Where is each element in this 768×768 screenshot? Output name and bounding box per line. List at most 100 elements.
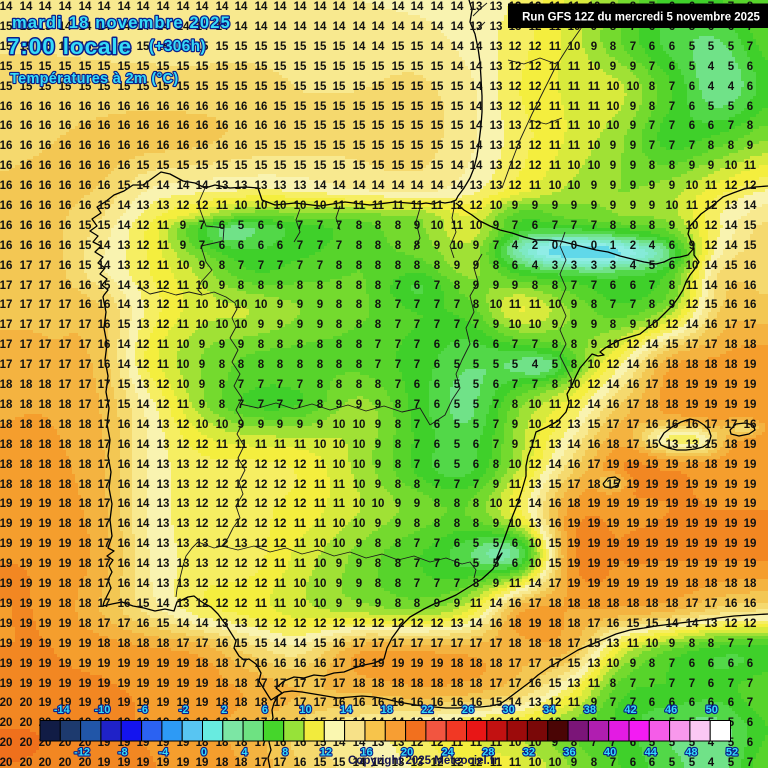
svg-text:20: 20 (0, 697, 12, 709)
svg-text:17: 17 (39, 319, 52, 331)
svg-text:10: 10 (529, 538, 542, 550)
svg-text:6: 6 (747, 61, 753, 73)
svg-text:5: 5 (728, 757, 735, 768)
svg-text:13: 13 (177, 598, 190, 610)
svg-text:17: 17 (98, 558, 111, 570)
svg-text:19: 19 (20, 578, 33, 590)
svg-text:10: 10 (353, 479, 366, 491)
svg-text:7: 7 (649, 678, 655, 690)
svg-text:10: 10 (216, 319, 229, 331)
svg-text:12: 12 (235, 518, 248, 530)
svg-text:-2: -2 (179, 704, 189, 716)
svg-text:12: 12 (255, 618, 268, 630)
svg-text:8: 8 (552, 339, 559, 351)
svg-text:13: 13 (216, 180, 229, 192)
svg-text:16: 16 (431, 697, 444, 709)
svg-text:18: 18 (490, 658, 503, 670)
svg-text:17: 17 (411, 638, 424, 650)
svg-text:15: 15 (294, 120, 307, 132)
svg-text:9: 9 (356, 598, 362, 610)
svg-text:18: 18 (353, 658, 366, 670)
svg-text:11: 11 (157, 359, 170, 371)
svg-text:12: 12 (255, 518, 268, 530)
svg-text:11: 11 (588, 678, 601, 690)
svg-text:16: 16 (118, 419, 131, 431)
svg-text:17: 17 (177, 638, 190, 650)
svg-text:7: 7 (728, 120, 734, 132)
svg-text:18: 18 (39, 459, 52, 471)
svg-text:11: 11 (314, 479, 327, 491)
svg-text:15: 15 (98, 200, 111, 212)
svg-text:8: 8 (728, 140, 735, 152)
svg-text:18: 18 (353, 678, 366, 690)
svg-text:15: 15 (314, 140, 327, 152)
svg-text:8: 8 (395, 260, 402, 272)
svg-text:19: 19 (568, 558, 581, 570)
svg-text:5: 5 (454, 419, 461, 431)
svg-text:16: 16 (725, 280, 738, 292)
svg-text:16: 16 (177, 120, 190, 132)
svg-text:12: 12 (372, 618, 385, 630)
svg-text:16: 16 (79, 200, 92, 212)
svg-text:12: 12 (177, 419, 190, 431)
svg-text:6: 6 (512, 558, 518, 570)
svg-text:9: 9 (552, 737, 558, 749)
svg-text:8: 8 (356, 260, 363, 272)
svg-text:15: 15 (98, 41, 111, 53)
svg-text:11: 11 (627, 638, 640, 650)
svg-text:19: 19 (744, 538, 757, 550)
svg-text:17: 17 (98, 578, 111, 590)
svg-text:7: 7 (258, 260, 264, 272)
svg-text:17: 17 (98, 498, 111, 510)
svg-text:19: 19 (744, 479, 757, 491)
svg-text:12: 12 (274, 618, 287, 630)
svg-text:8: 8 (473, 498, 480, 510)
svg-text:16: 16 (411, 697, 424, 709)
svg-text:-10: -10 (94, 704, 110, 716)
svg-text:18: 18 (470, 678, 483, 690)
svg-text:9: 9 (375, 439, 381, 451)
svg-text:5: 5 (454, 399, 461, 411)
svg-text:10: 10 (196, 299, 209, 311)
svg-text:12: 12 (177, 439, 190, 451)
svg-text:15: 15 (118, 41, 131, 53)
svg-text:18: 18 (79, 439, 92, 451)
svg-text:40: 40 (604, 747, 616, 759)
svg-text:13: 13 (490, 140, 503, 152)
svg-text:7: 7 (473, 319, 479, 331)
svg-text:6: 6 (689, 81, 695, 93)
svg-text:14: 14 (392, 180, 405, 192)
svg-text:15: 15 (392, 61, 405, 73)
svg-text:15: 15 (451, 140, 464, 152)
svg-text:15: 15 (744, 220, 757, 232)
svg-text:0: 0 (591, 240, 597, 252)
svg-text:17: 17 (98, 459, 111, 471)
svg-text:9: 9 (493, 518, 499, 530)
svg-text:19: 19 (137, 697, 150, 709)
svg-text:14: 14 (196, 1, 209, 13)
svg-text:15: 15 (353, 61, 366, 73)
svg-text:6: 6 (262, 704, 268, 716)
svg-text:7: 7 (454, 319, 460, 331)
svg-text:17: 17 (470, 638, 483, 650)
svg-text:8: 8 (317, 399, 324, 411)
svg-text:8: 8 (414, 598, 421, 610)
svg-text:12: 12 (529, 459, 542, 471)
svg-text:48: 48 (685, 747, 697, 759)
svg-text:7: 7 (414, 439, 420, 451)
svg-text:18: 18 (79, 518, 92, 530)
svg-text:6: 6 (414, 379, 420, 391)
svg-text:19: 19 (372, 658, 385, 670)
svg-text:15: 15 (314, 81, 327, 93)
svg-text:11: 11 (588, 101, 601, 113)
svg-text:19: 19 (744, 518, 757, 530)
svg-text:14: 14 (177, 1, 190, 13)
svg-text:17: 17 (529, 658, 542, 670)
svg-text:16: 16 (529, 678, 542, 690)
svg-text:14: 14 (705, 280, 718, 292)
svg-text:14: 14 (431, 21, 444, 33)
svg-text:8: 8 (649, 81, 656, 93)
svg-text:11: 11 (509, 757, 522, 768)
svg-text:14: 14 (137, 459, 150, 471)
svg-text:8: 8 (282, 747, 288, 759)
